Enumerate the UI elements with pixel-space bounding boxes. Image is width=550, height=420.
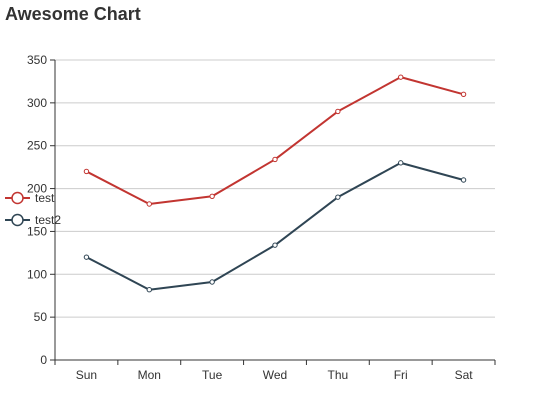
y-tick-label: 300 <box>27 96 47 110</box>
axes: 0 50 100 150 200 250 300 350 Sun Mon Tue Wed Thu Fri S… <box>27 53 496 382</box>
data-point <box>272 156 278 163</box>
data-point <box>460 177 467 183</box>
legend-swatch-icon <box>11 213 24 227</box>
data-point <box>272 242 278 248</box>
x-tick-label: Thu <box>328 368 349 382</box>
x-tick-label: Mon <box>138 368 161 382</box>
data-point <box>209 279 215 285</box>
series-line <box>85 161 464 291</box>
legend-swatch-icon <box>11 191 24 205</box>
legend-label: test <box>35 191 55 205</box>
legend-item[interactable]: test <box>5 191 55 205</box>
y-tick-label: 350 <box>27 53 47 67</box>
grid-lines <box>55 59 495 318</box>
data-point <box>83 254 90 260</box>
x-tick-label: Sat <box>455 368 474 382</box>
x-tick-label: Wed <box>263 368 287 382</box>
series-line <box>85 76 464 205</box>
data-point <box>398 160 404 166</box>
data-point <box>460 91 467 97</box>
y-tick-label: 200 <box>27 182 47 196</box>
y-tick-label: 100 <box>27 267 47 281</box>
series-lines <box>83 74 467 293</box>
data-point <box>146 201 152 207</box>
y-tick-label: 150 <box>27 224 47 238</box>
chart-title: Awesome Chart <box>5 4 141 24</box>
x-tick-label: Fri <box>394 368 408 382</box>
data-point <box>146 287 152 293</box>
x-tick-label: Sun <box>76 368 97 382</box>
data-point <box>398 74 404 80</box>
y-tick-label: 0 <box>40 353 47 367</box>
data-point <box>335 108 341 115</box>
data-point <box>83 168 90 175</box>
x-tick-label: Tue <box>202 368 223 382</box>
legend[interactable]: test test2 <box>5 191 61 227</box>
y-tick-label: 50 <box>34 310 48 324</box>
data-point <box>335 194 341 200</box>
data-point <box>209 193 215 199</box>
y-tick-label: 250 <box>27 139 47 153</box>
legend-label: test2 <box>35 213 61 227</box>
legend-item[interactable]: test2 <box>5 213 61 227</box>
